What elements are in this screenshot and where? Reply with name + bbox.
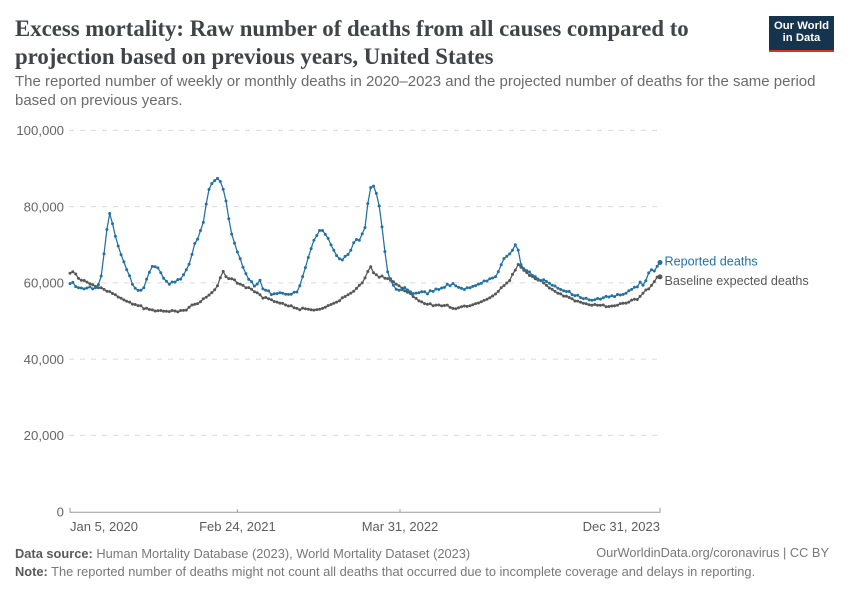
- svg-text:60,000: 60,000: [24, 276, 64, 291]
- svg-text:Feb 24, 2021: Feb 24, 2021: [199, 519, 276, 534]
- svg-text:Baseline expected deaths: Baseline expected deaths: [665, 274, 809, 288]
- svg-text:80,000: 80,000: [24, 199, 64, 214]
- svg-text:Reported deaths: Reported deaths: [665, 255, 758, 269]
- svg-text:Jan 5, 2020: Jan 5, 2020: [70, 519, 138, 534]
- svg-text:0: 0: [57, 504, 64, 519]
- svg-text:Dec 31, 2023: Dec 31, 2023: [583, 519, 660, 534]
- svg-text:100,000: 100,000: [16, 123, 64, 138]
- svg-text:20,000: 20,000: [24, 428, 64, 443]
- svg-text:Mar 31, 2022: Mar 31, 2022: [362, 519, 439, 534]
- svg-text:40,000: 40,000: [24, 352, 64, 367]
